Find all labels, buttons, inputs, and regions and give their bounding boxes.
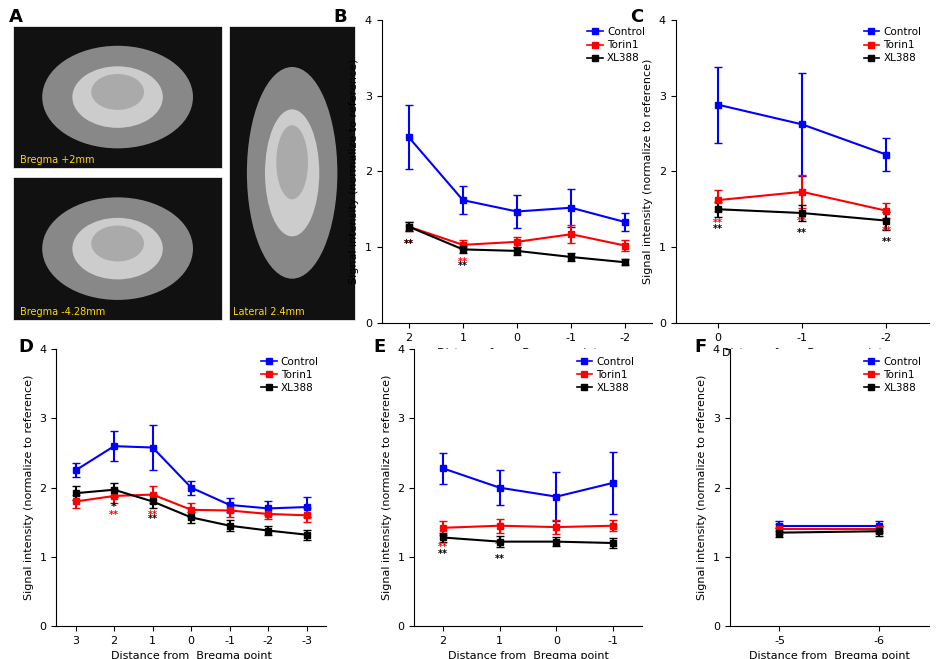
X-axis label: Distance from  Bregma point: Distance from Bregma point — [447, 651, 609, 659]
Text: *: * — [112, 502, 117, 512]
Ellipse shape — [91, 225, 144, 262]
Text: **: ** — [438, 549, 447, 559]
Y-axis label: Signal intensity (normalize to reference): Signal intensity (normalize to reference… — [382, 375, 392, 600]
Text: **: ** — [494, 554, 505, 564]
X-axis label: Distance from  Bregma point: Distance from Bregma point — [749, 651, 910, 659]
Text: Bregma +2mm: Bregma +2mm — [20, 156, 95, 165]
Text: **: ** — [403, 239, 414, 249]
Y-axis label: Signal intensity (normalize to reference): Signal intensity (normalize to reference… — [349, 59, 359, 284]
Bar — [13, 177, 222, 320]
Legend: Control, Torin1, XL388: Control, Torin1, XL388 — [574, 355, 636, 395]
Ellipse shape — [42, 45, 193, 148]
X-axis label: Distance from  Bregma point: Distance from Bregma point — [436, 348, 598, 358]
Text: **: ** — [147, 510, 158, 520]
Y-axis label: Signal intensity (normalize to reference): Signal intensity (normalize to reference… — [23, 375, 34, 600]
Legend: Control, Torin1, XL388: Control, Torin1, XL388 — [259, 355, 321, 395]
Legend: Control, Torin1, XL388: Control, Torin1, XL388 — [585, 25, 647, 65]
Text: Bregma -4.28mm: Bregma -4.28mm — [20, 307, 105, 317]
Text: **: ** — [882, 237, 891, 247]
Ellipse shape — [72, 218, 163, 279]
Ellipse shape — [91, 74, 144, 110]
Ellipse shape — [265, 109, 319, 237]
Text: **: ** — [797, 228, 807, 238]
Text: Lateral 2.4mm: Lateral 2.4mm — [233, 307, 305, 317]
Text: F: F — [694, 338, 706, 357]
X-axis label: Distance from  Bregma point: Distance from Bregma point — [111, 651, 272, 659]
Y-axis label: Signal intensity (normalize to reference): Signal intensity (normalize to reference… — [643, 59, 653, 284]
Text: C: C — [630, 8, 643, 26]
X-axis label: Distance from  Bregma point: Distance from Bregma point — [721, 348, 883, 358]
Text: **: ** — [403, 239, 414, 249]
Bar — [13, 26, 222, 168]
Text: **: ** — [458, 257, 468, 267]
Text: **: ** — [882, 226, 891, 236]
Text: **: ** — [109, 510, 119, 520]
Text: **: ** — [147, 514, 158, 524]
Legend: Control, Torin1, XL388: Control, Torin1, XL388 — [861, 25, 923, 65]
Text: **: ** — [458, 261, 468, 271]
Y-axis label: Signal intensity (normalize to reference): Signal intensity (normalize to reference… — [697, 375, 707, 600]
Ellipse shape — [277, 125, 308, 199]
Text: **: ** — [494, 540, 505, 550]
Text: **: ** — [713, 224, 722, 235]
Text: D: D — [19, 338, 34, 357]
Text: E: E — [373, 338, 386, 357]
Text: B: B — [333, 8, 347, 26]
Ellipse shape — [42, 197, 193, 300]
Text: **: ** — [438, 542, 447, 552]
Text: A: A — [9, 8, 23, 26]
Ellipse shape — [247, 67, 338, 279]
Ellipse shape — [72, 67, 163, 128]
Bar — [229, 26, 355, 320]
Text: **: ** — [797, 216, 807, 226]
Text: **: ** — [713, 218, 722, 228]
Legend: Control, Torin1, XL388: Control, Torin1, XL388 — [861, 355, 923, 395]
